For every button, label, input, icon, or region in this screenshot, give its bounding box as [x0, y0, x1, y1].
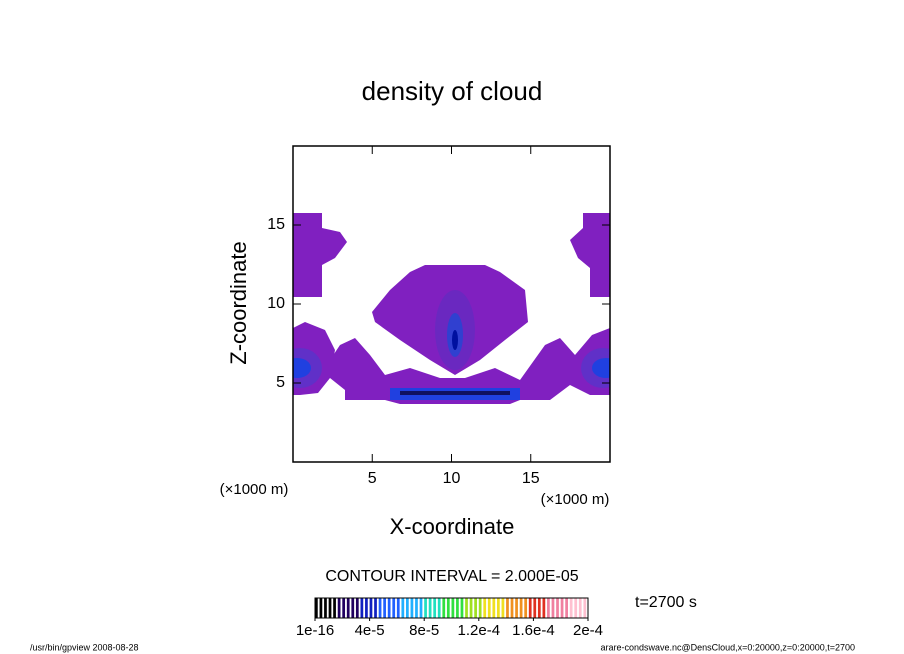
colorbar-tick-label: 1.2e-4 [458, 622, 501, 639]
colorbar-stripe [533, 598, 537, 618]
colorbar-stripe [433, 598, 437, 618]
chart-title: density of cloud [362, 76, 543, 106]
colorbar-stripe [424, 598, 427, 618]
colorbar-stripe [396, 598, 400, 618]
footer-left: /usr/bin/gpview 2008-08-28 [30, 642, 139, 652]
colorbar-stripe [351, 598, 355, 618]
colorbar-stripe [510, 598, 514, 618]
colorbar-stripe [506, 598, 509, 618]
colorbar-stripe [519, 598, 523, 618]
colorbar-stripe [569, 598, 573, 618]
contour-interval: CONTOUR INTERVAL = 2.000E-05 [325, 568, 578, 585]
colorbar-stripe [378, 598, 382, 618]
colorbar-stripe [528, 598, 532, 618]
colorbar-stripe [565, 598, 568, 618]
colorbar-stripe [387, 598, 391, 618]
colorbar-stripe [583, 598, 587, 618]
colorbar-stripe [337, 598, 341, 618]
colorbar-stripe [415, 598, 418, 618]
colorbar-stripe [419, 598, 423, 618]
colorbar-tick-label: 8e-5 [409, 622, 439, 639]
colorbar-stripe [560, 598, 564, 618]
colorbar-tick-label: 4e-5 [355, 622, 385, 639]
colorbar-stripe [501, 598, 505, 618]
colorbar-stripe [474, 598, 477, 618]
contour-fill [293, 213, 610, 404]
footer-right: arare-condswave.nc@DensCloud,x=0:20000,z… [600, 642, 855, 652]
colorbar-stripe [355, 598, 359, 618]
colorbar-stripe [346, 598, 350, 618]
x-unit: (×1000 m) [541, 491, 610, 508]
colorbar-tick-label: 2e-4 [573, 622, 603, 639]
colorbar-stripe [428, 598, 432, 618]
colorbar-stripe [328, 598, 332, 618]
colorbar-tick-label: 1e-16 [296, 622, 334, 639]
colorbar-stripe [342, 598, 346, 618]
colorbar-stripe [492, 598, 496, 618]
colorbar-stripe [437, 598, 441, 618]
x-tick-label: 5 [368, 470, 377, 487]
colorbar-stripe [460, 598, 464, 618]
colorbar-stripe [451, 598, 455, 618]
colorbar-stripe [369, 598, 373, 618]
colorbar-stripe [410, 598, 414, 618]
colorbar-stripe [515, 598, 518, 618]
y-tick-label: 15 [267, 216, 285, 233]
y-tick-label: 10 [267, 295, 285, 312]
x-tick-label: 15 [522, 470, 540, 487]
colorbar-stripe [401, 598, 405, 618]
colorbar-stripe [524, 598, 528, 618]
colorbar-stripe [319, 598, 323, 618]
colorbar-stripe [324, 598, 327, 618]
y-axis-label: Z-coordinate [226, 241, 251, 365]
x-tick-label: 10 [443, 470, 461, 487]
colorbar-tick-label: 1.6e-4 [512, 622, 555, 639]
y-tick-label: 5 [276, 374, 285, 391]
colorbar-stripe [578, 598, 582, 618]
colorbar-stripe [574, 598, 578, 618]
colorbar-stripe [537, 598, 541, 618]
colorbar-frame [314, 597, 589, 619]
colorbar-stripe [542, 598, 546, 618]
colorbar-stripe [483, 598, 487, 618]
colorbar-stripe [547, 598, 550, 618]
colorbar-stripe [374, 598, 377, 618]
colorbar-stripe [469, 598, 473, 618]
colorbar-stripe [487, 598, 491, 618]
y-unit: (×1000 m) [220, 481, 289, 498]
colorbar-stripe [551, 598, 555, 618]
colorbar-stripe [442, 598, 446, 618]
colorbar-stripe [556, 598, 559, 618]
colorbar-stripe [497, 598, 500, 618]
colorbar-stripe [465, 598, 468, 618]
colorbar-stripe [446, 598, 450, 618]
colorbar-stripe [383, 598, 386, 618]
colorbar-stripe [315, 598, 318, 618]
colorbar-stripe [360, 598, 364, 618]
colorbar-stripe [333, 598, 336, 618]
colorbar-stripe [406, 598, 409, 618]
time-label: t=2700 s [635, 594, 697, 611]
colorbar-stripe [478, 598, 482, 618]
colorbar-stripe [392, 598, 396, 618]
colorbar-stripe [365, 598, 368, 618]
x-axis-label: X-coordinate [390, 514, 515, 539]
colorbar-stripe [456, 598, 459, 618]
